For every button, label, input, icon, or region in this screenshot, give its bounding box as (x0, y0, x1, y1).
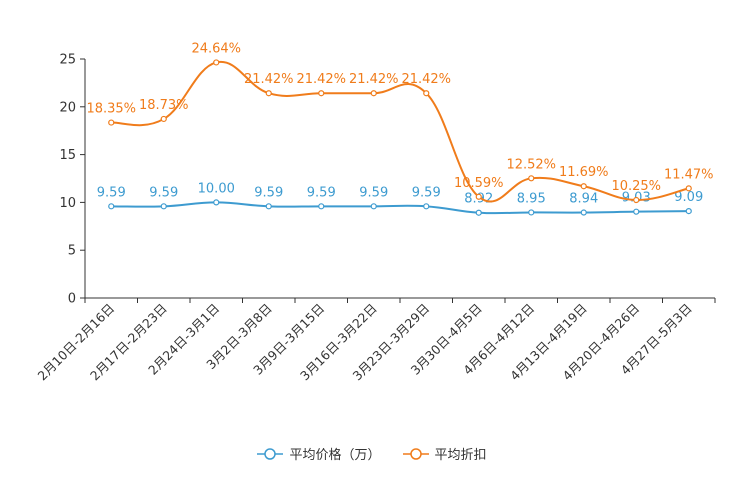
data-label: 10.00 (198, 181, 235, 196)
data-point (475, 193, 482, 200)
data-point (160, 203, 167, 210)
data-point (370, 203, 377, 210)
data-label: 21.42% (296, 72, 346, 87)
data-point (633, 196, 640, 204)
data-point (423, 203, 430, 210)
data-label: 12.52% (506, 157, 556, 172)
series-line (111, 201, 689, 215)
data-label: 9.59 (97, 185, 126, 200)
legend-price-label: 平均价格（万） (289, 448, 381, 463)
data-point (160, 115, 167, 123)
data-label: 11.69% (559, 165, 609, 180)
data-label: 9.59 (359, 185, 388, 200)
data-point (318, 203, 325, 210)
y-tick-label: 15 (59, 148, 76, 163)
data-label: 21.42% (349, 72, 399, 87)
data-label: 8.94 (569, 192, 598, 207)
data-label: 18.73% (139, 98, 189, 113)
data-label: 9.59 (412, 185, 441, 200)
y-tick-label: 5 (68, 244, 76, 259)
series-1: 18.35% 18.73%24.64%21.42% 21.42% 21.42% 21.4… (86, 41, 714, 204)
data-point (528, 209, 535, 216)
data-point (580, 183, 587, 190)
data-label: 21.42% (244, 72, 294, 87)
y-tick-label: 10 (59, 196, 76, 211)
legend-discount-label: 平均折扣 (434, 448, 487, 463)
data-label: 9.59 (254, 185, 283, 200)
data-label: 18.35% (86, 102, 136, 117)
data-label: 8.95 (517, 191, 546, 206)
data-point (685, 207, 692, 215)
legend-item-price[interactable]: 平均价格（万） (257, 444, 381, 463)
data-point (580, 209, 587, 216)
legend-item-discount[interactable]: 平均折扣 (402, 444, 487, 463)
data-label: 9.59 (307, 185, 336, 200)
x-axis-ticks: 2月10日-2月16日2月17日-2月23日2月24日-3月1日3月2日-3月8… (34, 298, 716, 383)
y-tick-label: 20 (59, 100, 76, 115)
data-point (213, 199, 220, 206)
data-point (370, 90, 377, 97)
data-label: 9.59 (149, 185, 178, 200)
data-point (108, 203, 115, 210)
data-point (423, 90, 430, 97)
data-point (685, 185, 692, 192)
legend: 平均价格（万） 平均折扣 (0, 444, 744, 463)
data-point (475, 209, 482, 216)
data-point (528, 175, 535, 182)
series-group: 9.599.5910.009.599.599.599.598.928.958.9… (86, 41, 714, 216)
legend-price-swatch-icon (257, 447, 284, 460)
data-point (108, 119, 115, 126)
data-point (318, 90, 325, 97)
data-point (633, 208, 640, 215)
legend-discount-swatch-icon (402, 447, 429, 460)
data-point (265, 203, 272, 210)
data-label: 24.64% (191, 41, 241, 56)
y-tick-label: 25 (59, 53, 76, 68)
data-label: 10.59% (454, 176, 504, 191)
y-axis-ticks: 0 5 10 15 20 25 (59, 53, 85, 307)
data-point (265, 90, 272, 97)
series-0: 9.599.5910.009.599.599.599.598.928.958.9… (97, 181, 703, 216)
data-label: 11.47% (664, 167, 714, 182)
data-label: 9.09 (674, 190, 703, 205)
data-label: 21.42% (401, 72, 451, 87)
data-label: 10.25% (611, 179, 661, 194)
y-tick-label: 0 (68, 292, 76, 307)
data-point (213, 59, 220, 66)
